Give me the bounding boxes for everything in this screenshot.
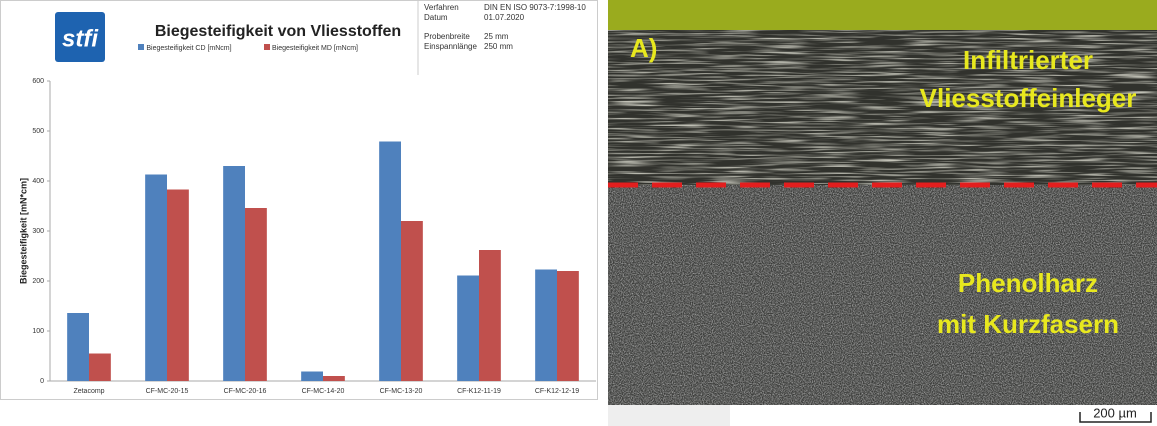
bar — [457, 276, 479, 382]
bar — [145, 175, 167, 382]
y-tick-label: 600 — [32, 78, 44, 85]
meta-value: 25 mm — [484, 32, 508, 42]
y-tick-label: 0 — [40, 378, 44, 385]
x-tick-label: CF-MC-13-20 — [380, 388, 423, 395]
legend-item: Biegesteifigkeit MD [mNcm] — [256, 44, 366, 53]
bar — [323, 376, 345, 381]
meta-key: Verfahren — [424, 3, 484, 13]
meta-key: Datum — [424, 13, 484, 23]
bar — [557, 271, 579, 381]
meta-value: 01.07.2020 — [484, 13, 524, 23]
bar — [379, 142, 401, 382]
meta-value: 250 mm — [484, 42, 513, 52]
panel-label: A) — [630, 33, 657, 63]
bar — [401, 221, 423, 381]
bar — [67, 313, 89, 381]
legend-item: Biegesteifigkeit CD [mNcm] — [130, 44, 240, 53]
chart-title: Biegesteifigkeit von Vliesstoffen — [155, 23, 401, 40]
y-tick-label: 400 — [32, 178, 44, 185]
top-strip — [608, 0, 1157, 30]
chart: stfi Biegesteifigkeit von Vliesstoffen B… — [0, 0, 600, 405]
page: stfi Biegesteifigkeit von Vliesstoffen B… — [0, 0, 1157, 426]
x-tick-label: CF-MC-14-20 — [302, 388, 345, 395]
y-tick-label: 200 — [32, 278, 44, 285]
legend-swatch — [264, 44, 270, 50]
bar — [535, 270, 557, 382]
logo-text: stfi — [62, 25, 99, 52]
y-tick-label: 100 — [32, 328, 44, 335]
x-tick-label: CF-MC-20-15 — [146, 388, 189, 395]
layer-label: Phenolharz — [958, 268, 1098, 298]
legend-label: Biegesteifigkeit MD [mNcm] — [272, 45, 358, 52]
bar — [301, 372, 323, 382]
layer-label: Infiltrierter — [963, 45, 1093, 75]
x-tick-label: Zetacomp — [73, 388, 104, 395]
x-tick-label: CF-K12-12-19 — [535, 388, 579, 395]
meta-value: DIN EN ISO 9073-7:1998-10 — [484, 3, 586, 13]
layer-label: Vliesstoffeinleger — [920, 83, 1137, 113]
meta-key: Einspannlänge — [424, 42, 484, 52]
x-tick-label: CF-K12-11-19 — [457, 388, 501, 395]
under-strip — [608, 405, 730, 426]
bar — [89, 354, 111, 382]
micrograph: A) Infiltrierter Vliesstoffeinleger Phen… — [608, 0, 1157, 426]
bar — [479, 250, 501, 381]
bar — [245, 208, 267, 381]
bar — [167, 190, 189, 382]
layer-label: mit Kurzfasern — [937, 309, 1119, 339]
x-tick-label: CF-MC-20-16 — [224, 388, 267, 395]
y-axis-label: Biegesteifigkeit [mN*cm] — [18, 178, 28, 284]
legend-swatch — [138, 44, 144, 50]
y-tick-label: 300 — [32, 228, 44, 235]
y-tick-label: 500 — [32, 128, 44, 135]
legend-label: Biegesteifigkeit CD [mNcm] — [146, 45, 231, 52]
meta-key: Probenbreite — [424, 32, 484, 42]
scale-label: 200 µm — [1093, 405, 1137, 420]
bar — [223, 166, 245, 381]
